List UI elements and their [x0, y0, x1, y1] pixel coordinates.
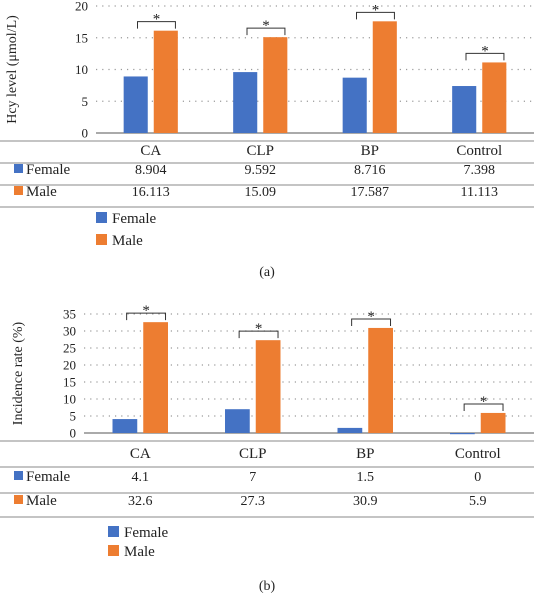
bar-female — [233, 72, 258, 133]
legend-label: Female — [112, 211, 156, 227]
figure-caption: (a) — [259, 265, 275, 280]
significance-star: * — [372, 2, 380, 18]
y-tick-label: 15 — [63, 375, 76, 390]
legend-label: Male — [112, 233, 143, 249]
bar-female — [112, 419, 138, 433]
table-cell: 4.1 — [132, 470, 150, 485]
bar-male — [372, 21, 397, 134]
bar-male — [263, 37, 288, 134]
y-tick-label: 35 — [63, 307, 76, 322]
table-cell: 17.587 — [351, 185, 390, 200]
bar-female — [337, 427, 363, 433]
legend-label: Male — [124, 544, 155, 560]
y-tick-label: 15 — [75, 30, 88, 45]
category-label: BP — [356, 446, 374, 462]
significance-bracket — [356, 11, 395, 20]
y-tick-label: 0 — [82, 126, 89, 141]
y-tick-label: 20 — [63, 358, 76, 373]
significance-bracket — [126, 312, 167, 321]
significance-star: * — [481, 43, 489, 59]
table-cell: 15.09 — [245, 185, 277, 200]
category-label: CA — [130, 446, 151, 462]
y-tick-label: 10 — [63, 392, 76, 407]
bar-female — [123, 76, 148, 133]
table-cell: 7.398 — [464, 163, 496, 178]
significance-bracket — [238, 330, 279, 339]
bar-male — [368, 327, 393, 433]
bar-male — [482, 62, 507, 133]
significance-bracket — [246, 27, 286, 36]
table-legend-key — [14, 186, 23, 195]
y-axis-title: Incidence rate (%) — [11, 321, 26, 425]
legend-swatch — [96, 212, 107, 223]
table-cell: 8.716 — [354, 163, 386, 178]
table-row-label: Female — [26, 469, 70, 485]
bar-female — [450, 433, 475, 435]
significance-bracket — [351, 318, 392, 326]
table-legend-key — [14, 495, 23, 504]
significance-star: * — [142, 303, 150, 319]
figure-caption: (b) — [259, 579, 276, 594]
y-tick-label: 5 — [82, 94, 89, 109]
legend-swatch — [108, 545, 119, 556]
bar-male — [255, 340, 281, 433]
category-label: CLP — [246, 143, 274, 159]
y-tick-label: 20 — [75, 0, 88, 14]
significance-bracket — [463, 403, 504, 411]
legend-swatch — [96, 234, 107, 245]
table-cell: 5.9 — [469, 494, 487, 509]
y-tick-label: 25 — [63, 341, 76, 356]
significance-star: * — [367, 309, 375, 325]
bar-female — [342, 77, 367, 133]
category-label: Control — [455, 446, 501, 462]
table-cell: 11.113 — [461, 185, 498, 200]
bar-female — [225, 409, 250, 433]
category-label: Control — [456, 143, 502, 159]
table-legend-key — [14, 471, 23, 480]
table-cell: 0 — [474, 470, 481, 485]
table-cell: 7 — [249, 470, 256, 485]
legend-swatch — [108, 526, 119, 537]
significance-bracket — [465, 52, 505, 61]
category-label: CA — [140, 143, 161, 159]
bar-male — [153, 30, 178, 133]
y-axis-title: Hcy level (μmol/L) — [5, 15, 20, 124]
table-cell: 9.592 — [245, 163, 277, 178]
table-cell: 8.904 — [135, 163, 167, 178]
significance-star: * — [255, 321, 263, 337]
table-row-label: Male — [26, 184, 57, 200]
chart-a: 0 5 10 15 20 Hcy level (μmol/L) * * * * CA CLP BP Con… — [0, 0, 534, 280]
y-tick-label: 5 — [70, 409, 77, 424]
category-label: BP — [361, 143, 379, 159]
significance-star: * — [153, 12, 161, 28]
legend-label: Female — [124, 525, 168, 541]
table-row-label: Male — [26, 493, 57, 509]
table-row-label: Female — [26, 162, 70, 178]
y-tick-label: 30 — [63, 324, 76, 339]
table-legend-key — [14, 164, 23, 173]
table-cell: 1.5 — [357, 470, 375, 485]
category-label: CLP — [239, 446, 267, 462]
significance-star: * — [480, 394, 488, 410]
table-cell: 30.9 — [353, 494, 378, 509]
chart-b: 0 5 10 15 20 25 30 35 Incidence rate (%) * * * * CA CL… — [0, 303, 534, 594]
bar-male — [143, 322, 168, 433]
table-cell: 32.6 — [128, 494, 153, 509]
significance-star: * — [262, 18, 270, 34]
significance-bracket — [137, 21, 176, 29]
table-cell: 27.3 — [241, 494, 266, 509]
bar-male — [480, 412, 506, 433]
y-tick-label: 0 — [70, 426, 77, 441]
bar-female — [452, 86, 477, 133]
y-tick-label: 10 — [75, 62, 88, 77]
table-cell: 16.113 — [132, 185, 170, 200]
